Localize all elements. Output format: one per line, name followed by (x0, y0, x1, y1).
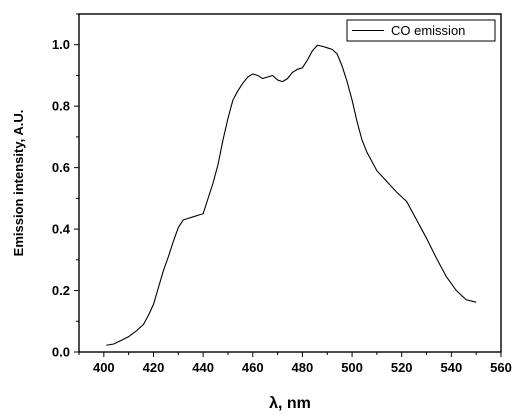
y-tick-label: 0.8 (52, 99, 70, 114)
y-tick-label: 0.4 (52, 222, 71, 237)
x-tick-label: 400 (93, 360, 115, 375)
legend-box (346, 19, 496, 42)
y-tick-label: 0.2 (52, 283, 70, 298)
x-tick-label: 480 (292, 360, 314, 375)
series-line-co-emission (106, 44, 477, 346)
y-tick-label: 0.0 (52, 345, 70, 360)
x-axis-title: λ, nm (269, 395, 311, 412)
legend: CO emission (346, 19, 496, 42)
x-tick-label: 500 (341, 360, 363, 375)
x-tick-label: 440 (192, 360, 214, 375)
y-axis-title: Emission intensity, A.U. (11, 110, 26, 257)
x-tick-label: 540 (441, 360, 463, 375)
ticks-layer: 400 420 440 460 480 500 520 540 560 0.0 0.2 0.4 0.6 0… (52, 13, 512, 375)
legend-label: CO emission (391, 23, 465, 38)
x-tick-label: 520 (391, 360, 413, 375)
x-tick-label: 560 (490, 360, 512, 375)
x-tick-label: 460 (242, 360, 264, 375)
x-tick-label: 420 (143, 360, 165, 375)
y-tick-label: 0.6 (52, 160, 70, 175)
plot-frame (78, 13, 502, 353)
y-tick-label: 1.0 (52, 37, 70, 52)
